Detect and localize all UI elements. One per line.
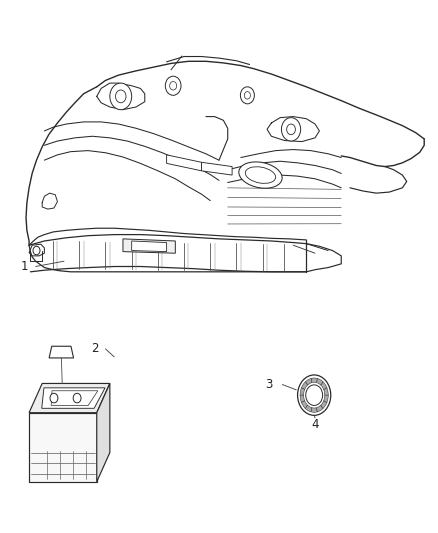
Circle shape	[50, 393, 58, 403]
Polygon shape	[201, 163, 232, 175]
Polygon shape	[305, 405, 312, 412]
Ellipse shape	[239, 162, 282, 188]
Circle shape	[73, 393, 81, 403]
Polygon shape	[311, 408, 317, 412]
Polygon shape	[123, 239, 175, 253]
Circle shape	[33, 246, 40, 255]
Polygon shape	[324, 395, 328, 402]
Polygon shape	[321, 401, 327, 409]
Polygon shape	[300, 387, 305, 395]
Ellipse shape	[245, 167, 276, 183]
Circle shape	[282, 118, 300, 141]
Polygon shape	[29, 413, 97, 482]
Polygon shape	[324, 387, 328, 395]
Circle shape	[287, 124, 295, 135]
Polygon shape	[51, 391, 98, 406]
Polygon shape	[42, 388, 105, 408]
Polygon shape	[301, 401, 307, 409]
Text: 3: 3	[265, 378, 273, 391]
Circle shape	[240, 87, 254, 104]
Circle shape	[110, 83, 132, 110]
Polygon shape	[321, 382, 327, 390]
Polygon shape	[97, 383, 110, 482]
Circle shape	[116, 90, 126, 103]
Polygon shape	[301, 382, 307, 390]
Polygon shape	[317, 405, 323, 412]
Polygon shape	[300, 395, 305, 402]
Circle shape	[244, 92, 251, 99]
Polygon shape	[49, 346, 74, 358]
Circle shape	[170, 82, 177, 90]
Polygon shape	[166, 155, 201, 171]
Polygon shape	[29, 383, 110, 413]
Circle shape	[306, 385, 323, 406]
Polygon shape	[311, 378, 317, 383]
Text: 4: 4	[311, 418, 319, 431]
Circle shape	[297, 375, 331, 415]
Text: 2: 2	[91, 342, 98, 356]
Text: 1: 1	[21, 260, 28, 273]
Circle shape	[165, 76, 181, 95]
Polygon shape	[132, 241, 166, 252]
Polygon shape	[317, 378, 323, 385]
Polygon shape	[305, 378, 312, 385]
